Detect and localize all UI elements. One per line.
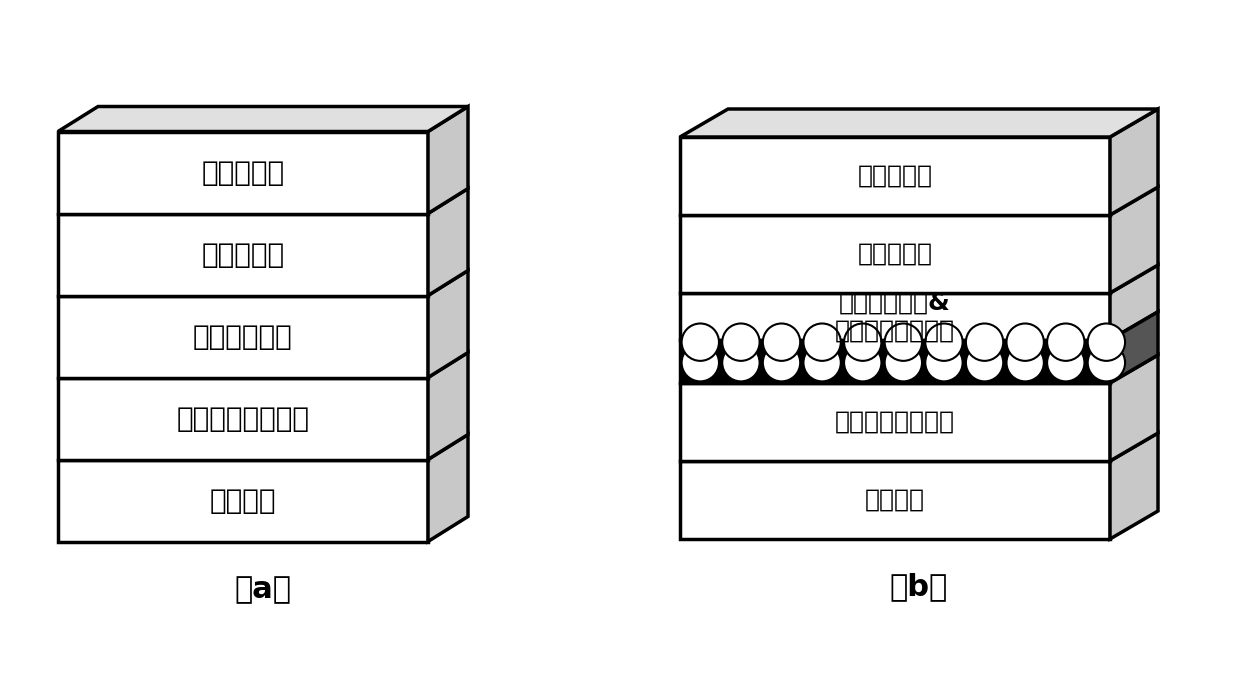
Circle shape [1007,344,1044,382]
Circle shape [763,344,800,382]
Text: （b）: （b） [890,572,949,601]
Circle shape [925,323,962,361]
Polygon shape [1110,312,1158,383]
Polygon shape [1110,109,1158,215]
Bar [58,378,428,460]
Circle shape [722,323,760,361]
Circle shape [1047,323,1085,361]
Polygon shape [680,109,1158,137]
Circle shape [884,323,923,361]
Circle shape [1007,323,1044,361]
Circle shape [763,323,800,361]
Circle shape [1087,344,1125,382]
Polygon shape [1110,265,1158,340]
Polygon shape [428,106,467,214]
Circle shape [804,344,841,382]
Text: 空穴传输层: 空穴传输层 [858,242,932,266]
Circle shape [844,323,882,361]
Text: 透明电极: 透明电极 [866,488,925,512]
Circle shape [682,344,719,382]
Circle shape [966,344,1003,382]
Polygon shape [428,188,467,296]
Bar [58,460,428,542]
Bar [58,214,428,296]
Bar [680,340,1110,383]
Bar [680,293,1110,340]
Circle shape [682,323,719,361]
Text: 金属氧化物致密层: 金属氧化物致密层 [176,405,310,433]
Bar [680,461,1110,539]
Circle shape [1047,344,1085,382]
Bar [680,215,1110,293]
Polygon shape [428,353,467,460]
Text: 金属顶电极: 金属顶电极 [858,164,932,188]
Circle shape [844,344,882,382]
Polygon shape [428,435,467,542]
Polygon shape [1110,433,1158,539]
Text: 透明电极: 透明电极 [210,487,277,515]
Circle shape [1087,323,1125,361]
Text: （a）: （a） [234,575,291,604]
Text: 钓钙矿吸光层: 钓钙矿吸光层 [193,323,293,351]
Text: 金属顶电极: 金属顶电极 [201,159,284,186]
Circle shape [804,323,841,361]
Bar [58,132,428,214]
Text: 金属氧化物致密层: 金属氧化物致密层 [835,410,955,434]
Polygon shape [1110,355,1158,461]
Text: 钓钙矿吸光层&
金属氧化物介孔层: 钓钙矿吸光层& 金属氧化物介孔层 [835,290,955,342]
Polygon shape [428,271,467,378]
Circle shape [966,323,1003,361]
Circle shape [884,344,923,382]
Polygon shape [1110,187,1158,293]
Bar [680,137,1110,215]
Polygon shape [58,106,467,132]
Bar [58,296,428,378]
Circle shape [722,344,760,382]
Circle shape [925,344,962,382]
Bar [680,383,1110,461]
Text: 空穴传输层: 空穴传输层 [201,241,284,268]
